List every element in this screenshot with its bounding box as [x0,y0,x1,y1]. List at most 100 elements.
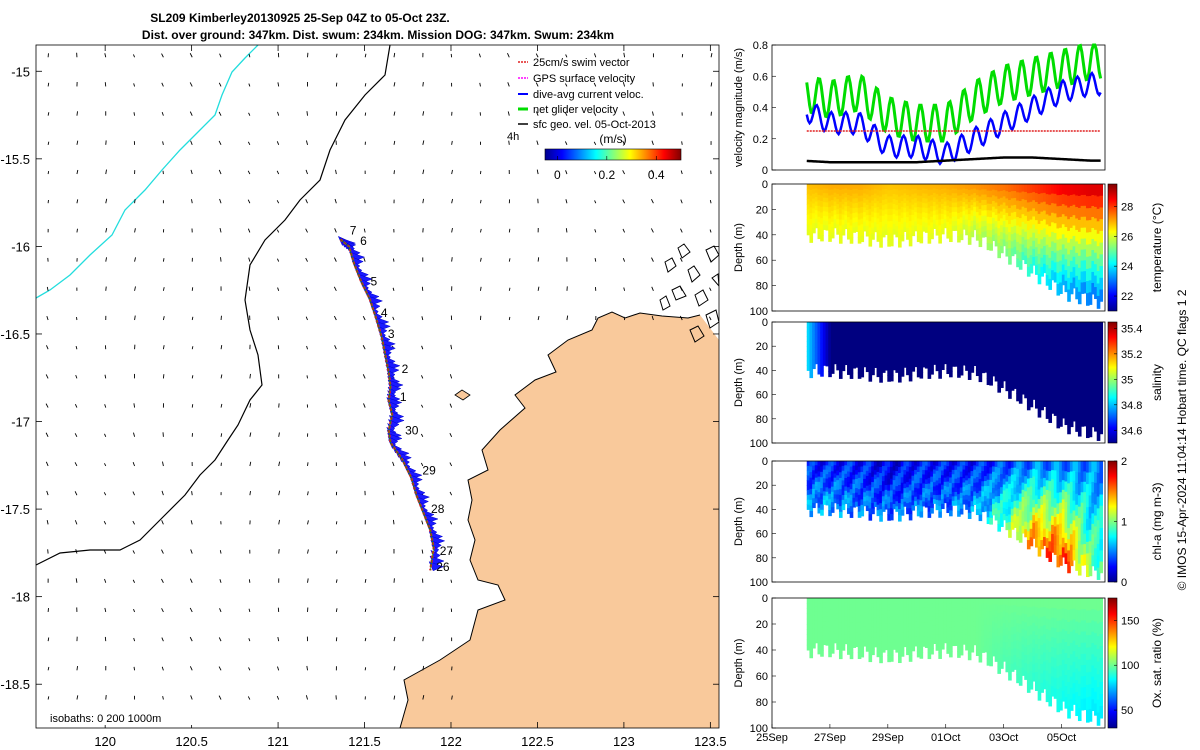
section-cell [924,213,929,219]
section-cell [1099,266,1104,279]
section-cell [957,615,961,623]
section-cell [838,361,843,368]
section-cell [841,184,846,190]
section-cell [927,598,932,605]
section-cell [941,470,945,476]
section-cell [1091,620,1095,633]
section-cell [884,360,889,366]
section-cell [938,355,942,362]
section-cell [957,338,961,345]
section-cell [962,478,967,484]
section-cell [860,609,865,617]
section-cell [924,502,929,508]
section-cell [927,327,932,334]
section-cell [830,189,835,196]
section-cell [981,608,985,615]
section-cell [892,623,897,630]
section-cell [895,362,899,368]
section-cell [997,665,1002,674]
section-cell [1067,377,1071,390]
section-cell [887,648,891,656]
section-cell [1091,416,1095,428]
section-cell [884,628,889,635]
section-cell [855,627,859,633]
section-cell [887,215,891,222]
section-cell [1083,471,1087,483]
section-cell [1064,609,1069,621]
section-cell [1034,193,1039,203]
section-cell [833,477,838,483]
section-cell [989,340,993,348]
section-cell [879,184,883,191]
section-cell [954,344,959,350]
section-cell [927,344,932,351]
section-cell [930,507,934,514]
section-cell [908,339,913,347]
section-cell [1080,405,1085,417]
section-cell [898,623,902,631]
section-cell [997,461,1002,469]
section-cell [903,322,908,328]
section-cell [863,465,867,471]
section-cell [970,194,975,201]
map-x-ticks: 120 120.5 121 121.5 122 122.5 123 123.5 [94,45,727,749]
section-cell [1024,184,1028,193]
section-cell [983,461,988,467]
section-cell [1077,255,1082,269]
section-cell [884,341,889,347]
section-cell [1034,184,1039,194]
section-cell [873,362,878,368]
section-cell [1064,248,1069,260]
section-cell [1067,494,1071,507]
section-cell [978,508,983,516]
section-cell [852,474,857,480]
section-cell [865,189,870,195]
section-cell [959,353,964,360]
section-cell [978,333,983,341]
section-cell [965,351,969,357]
section-cell [1064,522,1069,534]
section-cell [994,227,999,235]
section-cell [967,190,972,197]
section-cell [849,506,854,513]
section-cell [941,188,945,195]
section-cell [978,610,983,618]
section-cell [1008,491,1012,500]
section-cell [1021,518,1026,527]
section-cell [857,184,862,191]
section-cell [1083,194,1087,207]
section-cell [949,627,953,634]
section-cell [1061,194,1066,205]
section-cell [951,469,956,475]
section-cell [1018,650,1023,660]
section-cell [922,217,926,223]
section-cell [1094,229,1098,242]
section-cell [916,651,921,658]
section-cell [978,240,983,248]
section-cell [1080,687,1085,700]
section-cell [1005,481,1010,489]
section-cell [868,357,873,364]
section-cell [1013,335,1018,343]
section-cell [949,603,953,611]
section-cell [1072,341,1077,353]
section-cell [943,624,948,630]
section-cell [1037,508,1042,519]
section-cell [1077,291,1082,305]
section-cell [903,622,908,628]
section-cell [892,470,897,476]
section-cell [900,349,905,356]
section-cell [1016,345,1020,355]
section-cell [1067,322,1071,334]
section-cell [908,233,913,241]
section-cell [825,339,830,345]
section-cell [957,494,961,501]
section-cell [836,603,840,609]
section-cell [935,461,940,467]
section-cell [828,493,832,500]
section-cell [814,633,819,639]
section-cell [938,628,942,635]
section-cell [919,344,924,351]
section-cell [814,218,819,224]
section-cell [951,461,956,466]
